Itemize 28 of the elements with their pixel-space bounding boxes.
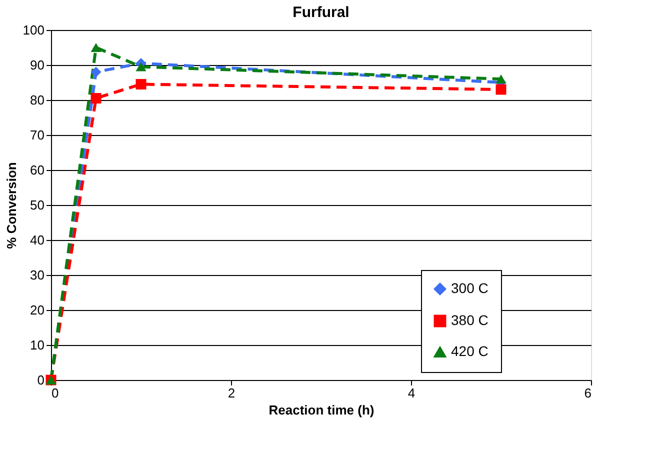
legend-label: 380 C	[451, 312, 488, 328]
point	[136, 79, 146, 90]
y-tick-label: 40	[30, 232, 44, 248]
x-tick-label: 6	[584, 386, 592, 400]
y-tick-label: 90	[30, 58, 44, 72]
point	[90, 93, 102, 104]
x-tick-label: 2	[228, 386, 236, 400]
point	[136, 62, 146, 72]
y-tick-label: 70	[30, 128, 44, 142]
legend-label: 420 C	[451, 343, 488, 359]
y-tick-label: 100	[22, 22, 44, 38]
y-tick-label: 50	[30, 198, 44, 212]
x-tick-label: 4	[408, 386, 416, 400]
legend-label: 300 C	[451, 280, 488, 296]
y-tick-label: 60	[30, 162, 44, 178]
y-tick-label: 20	[30, 302, 44, 318]
y-tick-label: 0	[37, 372, 44, 388]
point	[90, 66, 102, 78]
point	[90, 42, 102, 52]
x-axis-title: Reaction time (h)	[268, 402, 374, 418]
point	[496, 74, 506, 84]
y-tick-label: 30	[30, 268, 44, 282]
point	[496, 84, 506, 95]
y-tick-label: 10	[30, 338, 44, 352]
chart-title: Furfural	[292, 4, 350, 21]
y-tick-label: 80	[30, 92, 44, 108]
x-tick-label: 0	[52, 386, 59, 400]
y-axis-title: % Conversion	[4, 162, 19, 249]
